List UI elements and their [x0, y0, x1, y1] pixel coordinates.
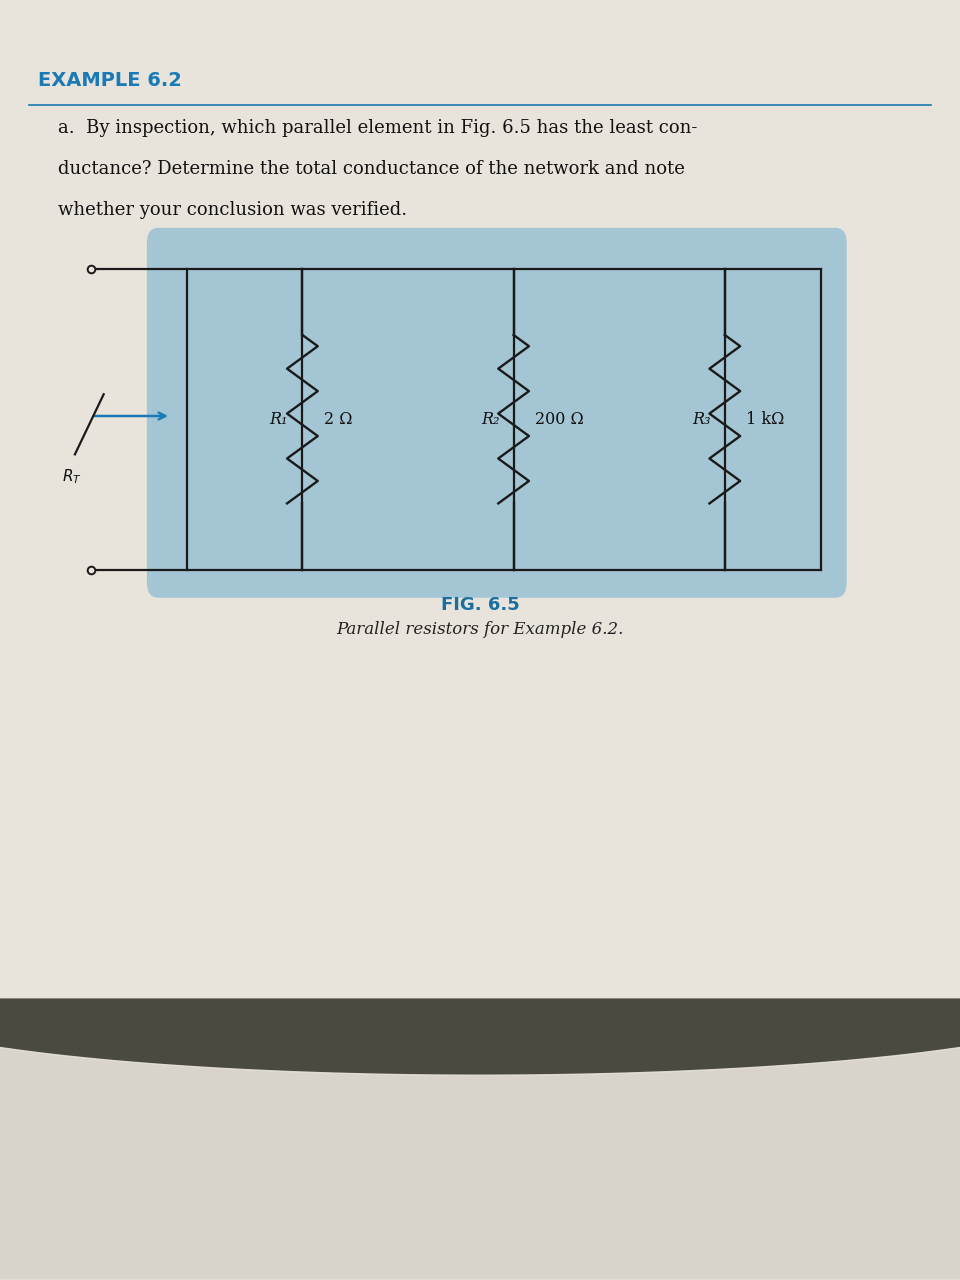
FancyBboxPatch shape — [147, 228, 847, 598]
Text: 1 kΩ: 1 kΩ — [746, 411, 784, 428]
Text: Parallel resistors for Example 6.2.: Parallel resistors for Example 6.2. — [336, 621, 624, 637]
Text: R₂: R₂ — [481, 411, 499, 428]
Text: R₃: R₃ — [692, 411, 710, 428]
Bar — [0, 896, 960, 1280]
Text: $R_T$: $R_T$ — [62, 467, 83, 486]
Text: 200 Ω: 200 Ω — [535, 411, 584, 428]
Text: R₁: R₁ — [270, 411, 288, 428]
Text: ductance? Determine the total conductance of the network and note: ductance? Determine the total conductanc… — [58, 160, 684, 178]
Text: a.  By inspection, which parallel element in Fig. 6.5 has the least con-: a. By inspection, which parallel element… — [58, 119, 697, 137]
Text: FIG. 6.5: FIG. 6.5 — [441, 596, 519, 614]
Text: whether your conclusion was verified.: whether your conclusion was verified. — [58, 201, 407, 219]
Text: 2 Ω: 2 Ω — [324, 411, 352, 428]
Text: EXAMPLE 6.2: EXAMPLE 6.2 — [38, 70, 182, 90]
FancyBboxPatch shape — [0, 0, 960, 998]
